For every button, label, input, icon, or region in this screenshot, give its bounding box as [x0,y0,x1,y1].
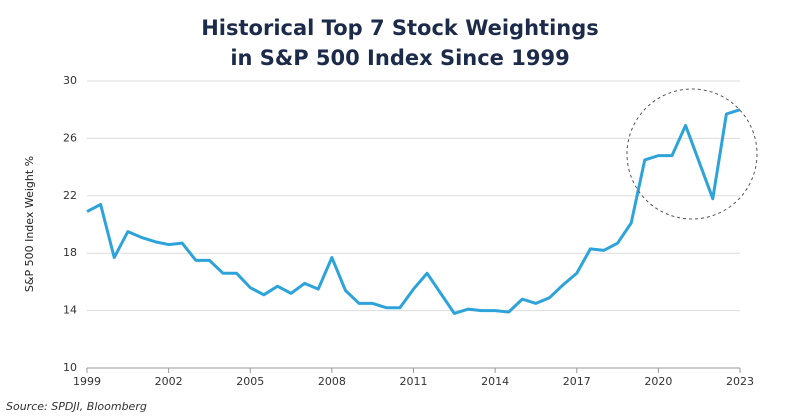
y-tick-label: 26 [63,131,77,144]
y-tick-label: 10 [63,361,77,374]
chart-title: Historical Top 7 Stock Weightings [201,16,599,40]
x-tick-label: 1999 [73,375,101,388]
chart-title: in S&P 500 Index Since 1999 [230,46,569,70]
x-tick-label: 2020 [644,375,672,388]
data-line [86,108,741,315]
highlight-circle [626,88,758,220]
x-tick-label: 2008 [318,375,346,388]
x-tick-label: 2023 [726,375,754,388]
y-tick-label: 14 [63,304,77,317]
x-tick-label: 2002 [155,375,183,388]
x-tick-label: 2005 [236,375,264,388]
x-tick-label: 2014 [481,375,509,388]
source-note: Source: SPDJI, Bloomberg [6,400,147,413]
y-tick-label: 22 [63,189,77,202]
x-tick-label: 2011 [400,375,428,388]
y-tick-label: 18 [63,246,77,259]
x-tick-label: 2017 [563,375,591,388]
y-axis-label: S&P 500 Index Weight % [23,156,36,292]
y-tick-label: 30 [63,74,77,87]
